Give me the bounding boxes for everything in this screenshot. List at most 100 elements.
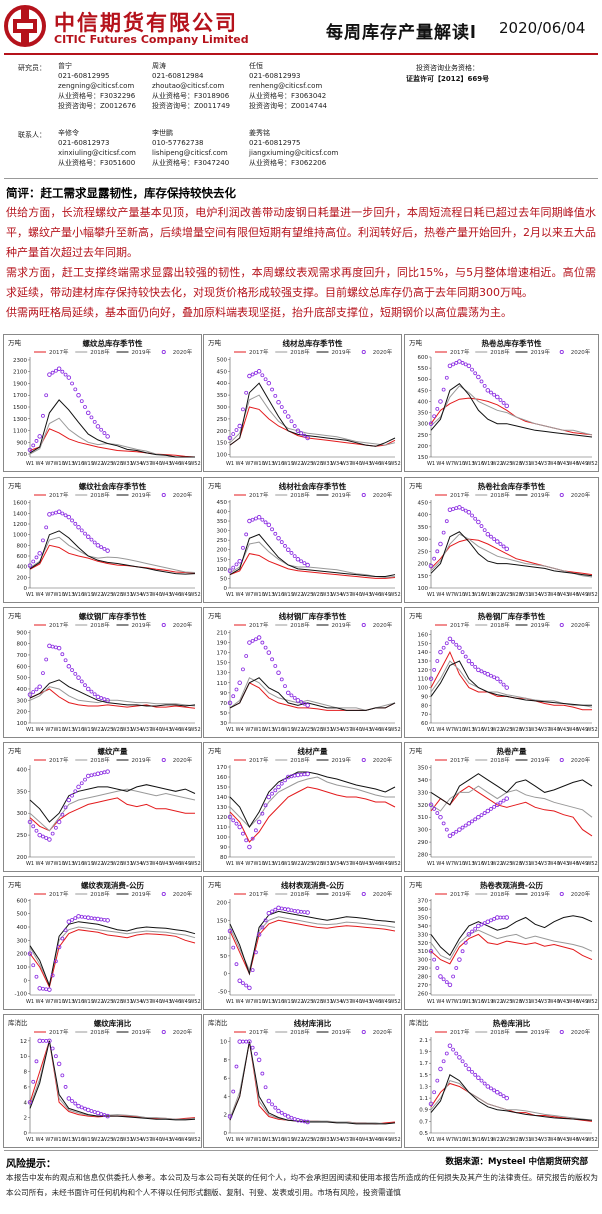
series-2020-point	[466, 363, 472, 369]
x-tick-label: W4	[36, 592, 44, 598]
series-2020-point	[501, 1094, 506, 1099]
summary-paragraph-demand: 需求方面，赶工支撑终端需求显露出较强的韧性，本周螺纹表观需求再度回升，同比15%…	[6, 266, 596, 299]
y-tick-label: 1400	[13, 511, 27, 517]
series-2020-point	[66, 664, 72, 669]
series-2020-point	[473, 516, 478, 521]
legend-label: 2017年	[450, 756, 470, 764]
series-2020-point	[105, 434, 110, 439]
x-tick-label: W49	[180, 1137, 191, 1143]
series-2020-point	[105, 918, 110, 923]
x-tick-label: W13	[263, 592, 274, 598]
series-2020-point	[266, 910, 272, 916]
series-2020-point	[428, 1101, 434, 1107]
legend-label: 2020年	[173, 756, 193, 764]
x-tick-label: W37	[141, 727, 152, 733]
analyst-card: 姜秀铭 021-60812975 jiangxiuming@citicsf.co…	[249, 128, 338, 168]
analyst-email[interactable]: zengning@citicsf.com	[58, 82, 135, 90]
x-tick-label: W34	[131, 727, 142, 733]
series-2020-point	[435, 549, 440, 554]
chart-panel: 万吨 螺纹钢厂库存季节性 2017年 2018年 2019年 2020年 100 200 300…	[3, 607, 202, 738]
x-tick-label: W43	[360, 861, 371, 867]
x-tick-label: W49	[180, 727, 191, 733]
series-2020-point	[102, 697, 107, 702]
series-2020-point	[498, 679, 503, 684]
analyst-email[interactable]: xinxiuling@citicsf.com	[58, 149, 136, 157]
analyst-email[interactable]: lishipeng@citicsf.com	[152, 149, 228, 157]
y-tick-label: 1.3	[419, 1084, 428, 1090]
x-tick-label: W37	[539, 861, 550, 867]
series-2020-point	[289, 693, 294, 698]
analyst-phone: 021-60812973	[58, 139, 110, 147]
y-tick-label: 1100	[13, 429, 27, 435]
x-tick-label: W10	[53, 1137, 64, 1143]
y-tick-label: 350	[418, 525, 429, 531]
legend-swatch	[559, 757, 564, 763]
y-tick-label: 50	[220, 576, 227, 582]
series-line-2019年	[430, 383, 593, 438]
chart-legend: 2017年 2018年 2019年 2020年	[34, 491, 193, 499]
y-tick-label: 290	[418, 840, 429, 846]
legend-label: 2020年	[571, 348, 591, 356]
y-tick-label: 300	[418, 828, 429, 834]
x-tick-label: W43	[360, 999, 371, 1005]
x-tick-label: W16	[273, 1137, 284, 1143]
x-tick-label: W1	[427, 727, 435, 733]
x-tick-label: W7	[245, 727, 253, 733]
x-tick-label: W49	[180, 592, 191, 598]
y-tick-label: 100	[418, 686, 429, 692]
chart-title: 热卷总库存季节性	[482, 338, 542, 348]
y-tick-label: 500	[17, 912, 28, 918]
legend-label: 2019年	[132, 890, 152, 898]
series-2020-point	[44, 836, 49, 840]
legend-label: 2020年	[373, 1028, 393, 1036]
analyst-card: 周涛 021-60812984 zhoutao@citicsf.com 从业资格…	[152, 61, 230, 111]
series-2020-point	[73, 916, 78, 921]
series-2020-point	[63, 805, 68, 810]
analyst-name: 周涛	[152, 62, 166, 70]
chart-legend: 2017年 2018年 2019年 2020年	[34, 756, 193, 764]
x-tick-label: W31	[321, 861, 332, 867]
x-tick-label: W4	[436, 592, 444, 598]
series-2020-point	[70, 668, 74, 672]
x-tick-label: W46	[170, 461, 181, 467]
x-tick-label: W25	[302, 999, 313, 1005]
x-tick-label: W25	[501, 592, 512, 598]
x-tick-label: W28	[511, 461, 522, 467]
series-2020-point	[83, 405, 87, 409]
series-2020-point	[435, 966, 440, 970]
legend-label: 2020年	[571, 756, 591, 764]
series-2020-point	[37, 986, 42, 991]
series-2020-point	[53, 510, 58, 515]
x-tick-label: W52	[586, 1137, 597, 1143]
y-tick-label: 100	[17, 965, 28, 971]
x-tick-label: W7	[245, 861, 253, 867]
chart-svg: 库消比 热卷库消比 2017年 2018年 2019年 2020年 0.5 0.7 0.9 1.1…	[409, 1018, 598, 1143]
series-2020-point	[270, 527, 274, 532]
x-tick-label: W13	[63, 727, 74, 733]
x-tick-label: W16	[473, 727, 484, 733]
analyst-email[interactable]: zhoutao@citicsf.com	[152, 82, 225, 90]
series-2020-point	[476, 923, 481, 929]
series-2020-point	[66, 514, 72, 520]
legend-label: 2018年	[290, 491, 310, 499]
analyst-email[interactable]: renheng@citicsf.com	[249, 82, 323, 90]
chart-title: 螺纹产量	[98, 746, 128, 756]
y-tick-label: 700	[17, 653, 28, 659]
header-divider	[4, 53, 598, 55]
series-2020-point	[85, 410, 91, 416]
series-2020-point	[479, 922, 484, 927]
y-tick-label: 250	[418, 433, 429, 439]
x-tick-label: W7	[446, 999, 454, 1005]
series-2020-point	[53, 959, 58, 964]
series-2020-point	[441, 645, 446, 650]
y-tick-label: 1300	[13, 417, 27, 423]
series-2020-point	[270, 909, 274, 914]
series-2020-point	[27, 951, 33, 956]
chart-panel: 万吨 线材钢厂库存季节性 2017年 2018年 2019年 2020年 30 50 70 90 1…	[203, 607, 402, 738]
y-tick-label: 150	[217, 557, 228, 563]
analyst-email[interactable]: jiangxiuming@citicsf.com	[249, 149, 339, 157]
series-2020-point	[237, 423, 242, 429]
x-tick-label: W28	[511, 727, 522, 733]
series-2020-point	[105, 769, 110, 774]
summary-title: 简评：赶工需求显露韧性，库存保持较快去化	[6, 186, 236, 200]
